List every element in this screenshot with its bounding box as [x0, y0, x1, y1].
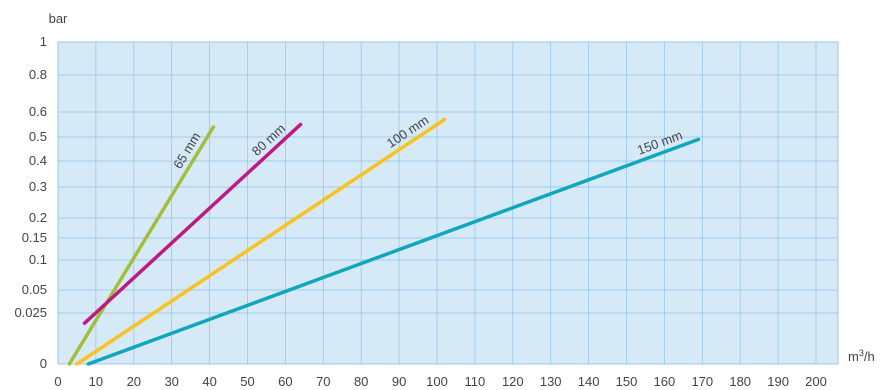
y-tick-label: 0.5	[29, 129, 47, 144]
y-tick-label: 0.025	[14, 305, 47, 320]
x-tick-label: 40	[202, 374, 216, 389]
y-tick-label: 0.6	[29, 104, 47, 119]
x-tick-label: 120	[502, 374, 524, 389]
y-tick-label: 0.2	[29, 210, 47, 225]
x-tick-label: 30	[164, 374, 178, 389]
series-line-80-mm	[82, 122, 303, 325]
x-tick-label: 80	[354, 374, 368, 389]
y-tick-label: 0	[40, 356, 47, 371]
x-axis-label-superscript: 3	[859, 348, 864, 358]
x-axis-label: m3/h	[848, 348, 875, 364]
plot-frame	[57, 41, 839, 365]
y-axis-label: bar	[49, 11, 68, 26]
x-tick-label: 160	[654, 374, 676, 389]
x-tick-label: 20	[127, 374, 141, 389]
y-tick-label: 0.4	[29, 153, 47, 168]
x-tick-label: 70	[316, 374, 330, 389]
x-tick-label: 100	[426, 374, 448, 389]
y-tick-label: 0.05	[22, 282, 47, 297]
y-tick-label: 1	[40, 34, 47, 49]
series-line-100-mm	[75, 117, 447, 366]
x-tick-label: 180	[729, 374, 751, 389]
series-lines	[67, 117, 701, 366]
x-tick-label: 0	[54, 374, 61, 389]
x-tick-label: 170	[691, 374, 713, 389]
x-tick-label: 200	[805, 374, 827, 389]
x-tick-label: 140	[578, 374, 600, 389]
x-tick-label: 130	[540, 374, 562, 389]
x-tick-label: 60	[278, 374, 292, 389]
series-line-65-mm	[67, 125, 216, 366]
x-tick-label: 190	[767, 374, 789, 389]
y-tick-label: 0.3	[29, 179, 47, 194]
x-tick-label: 110	[465, 374, 486, 389]
x-axis-label-suffix: /h	[864, 349, 875, 364]
plot-area	[58, 42, 838, 364]
y-tick-label: 0.15	[22, 230, 47, 245]
x-axis-label-base: m	[848, 349, 859, 364]
y-tick-label: 0.1	[29, 252, 47, 267]
x-tick-label: 90	[392, 374, 406, 389]
y-tick-label: 0.8	[29, 67, 47, 82]
x-tick-label: 150	[616, 374, 638, 389]
tick-labels: 0 10 20 30 40 50 60 70 80 90 100 110 120 130 140 150 160…	[14, 34, 826, 389]
x-tick-label: 10	[89, 374, 103, 389]
axes	[57, 41, 839, 365]
x-tick-label: 50	[240, 374, 254, 389]
series-line-150-mm	[86, 137, 701, 366]
